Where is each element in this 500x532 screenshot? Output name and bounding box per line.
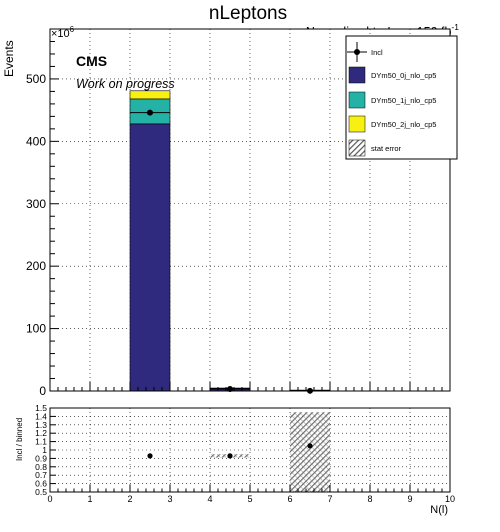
legend: Incl DYm50_0j_nlo_cp5 DYm50_1j_nlo_cp5 D…: [345, 35, 458, 160]
legend-swatch-2j: [348, 115, 366, 133]
x-tick-label: 4: [207, 494, 212, 504]
ratio-points: [147, 443, 313, 459]
x-tick-label: 9: [407, 494, 412, 504]
x-axis-ticks: 0 1 2 3 4 5 6 7 8 9 10: [47, 485, 455, 504]
lumi-exponent: -1: [451, 22, 459, 32]
y-axis-label: Events: [2, 40, 16, 77]
ratio-y-tick-label: 0.6: [35, 479, 47, 489]
legend-entry-data: Incl: [347, 42, 383, 62]
x-tick-label: 0: [47, 494, 52, 504]
y-tick-label: 200: [26, 259, 46, 273]
x-tick-label: 10: [445, 494, 455, 504]
x-axis-label: N(l): [430, 504, 448, 516]
legend-entry-0j: DYm50_0j_nlo_cp5: [348, 66, 436, 84]
legend-swatch-1j: [348, 91, 366, 109]
y-scale-factor: ×106: [51, 25, 75, 40]
y-tick-label: 300: [26, 197, 46, 211]
ratio-plot-border: [49, 407, 451, 493]
x-tick-label: 3: [167, 494, 172, 504]
ratio-point: [307, 443, 313, 449]
ratio-y-tick-label: 1.4: [35, 411, 47, 421]
ratio-y-axis-ticks: 0.50.60.70.80.911.11.21.31.41.5: [35, 403, 56, 497]
legend-swatch-0j: [348, 66, 366, 84]
ratio-point: [147, 453, 153, 459]
y-tick-label: 500: [26, 72, 46, 86]
x-tick-label: 8: [367, 494, 372, 504]
ratio-y-tick-label: 0.5: [35, 487, 47, 497]
data-point: [147, 109, 153, 116]
legend-entry-2j: DYm50_2j_nlo_cp5: [348, 115, 436, 133]
y-axis-ticks: 0 100 200 300 400 500: [26, 40, 59, 398]
x-tick-label: 5: [247, 494, 252, 504]
ratio-y-tick-label: 0.9: [35, 453, 47, 463]
legend-label-stat-error: stat error: [371, 144, 402, 153]
legend-label-2j: DYm50_2j_nlo_cp5: [371, 120, 436, 129]
x-tick-label: 6: [287, 494, 292, 504]
legend-entry-stat-error: stat error: [348, 139, 402, 157]
y-tick-label: 400: [26, 134, 46, 148]
x-tick-label: 7: [327, 494, 332, 504]
bar-DYm50_2j_nlo_cp5-bin-0: [129, 90, 171, 100]
y-tick-label: 100: [26, 322, 46, 336]
legend-label-0j: DYm50_0j_nlo_cp5: [371, 71, 436, 80]
x-tick-label: 2: [127, 494, 132, 504]
ratio-error-band-crosshatch: [290, 412, 330, 492]
y-tick-label: 0: [39, 384, 46, 398]
legend-entry-1j: DYm50_1j_nlo_cp5: [348, 91, 436, 109]
bar-DYm50_0j_nlo_cp5-bin-0: [129, 123, 171, 392]
ratio-y-tick-label: 1: [42, 445, 47, 455]
y-scale-exponent: 6: [70, 25, 75, 34]
cms-label: CMS: [76, 53, 107, 69]
legend-swatch-stat-error: [348, 139, 366, 157]
ratio-y-tick-label: 1.1: [35, 437, 47, 447]
ratio-y-tick-label: 0.8: [35, 462, 47, 472]
ratio-y-tick-label: 0.7: [35, 470, 47, 480]
x-tick-label: 1: [87, 494, 92, 504]
legend-label-1j: DYm50_1j_nlo_cp5: [371, 96, 436, 105]
chart-title: nLeptons: [209, 3, 287, 24]
ratio-y-tick-label: 1.5: [35, 403, 47, 413]
ratio-y-axis-label: Incl / binned: [15, 418, 24, 461]
ratio-y-tick-label: 1.3: [35, 420, 47, 430]
stacked-bars: [129, 90, 331, 392]
ratio-point: [227, 453, 233, 459]
legend-data-marker: [354, 49, 360, 55]
legend-data-label: Incl: [371, 48, 383, 57]
y-scale-base: ×10: [51, 28, 70, 40]
cms-sublabel: Work on progress: [76, 77, 175, 91]
main-plot-border: [49, 28, 451, 392]
ratio-y-tick-label: 1.2: [35, 428, 47, 438]
